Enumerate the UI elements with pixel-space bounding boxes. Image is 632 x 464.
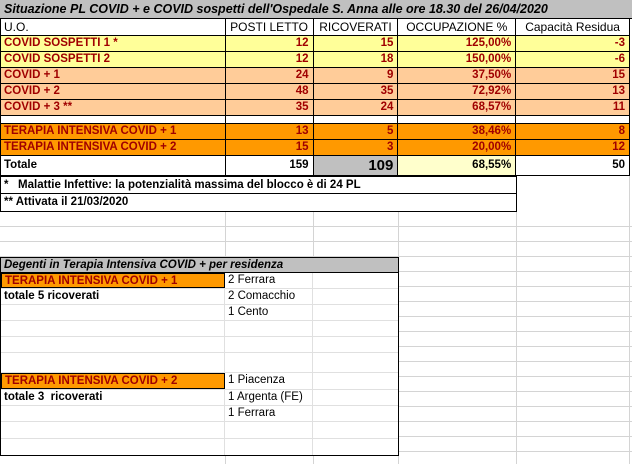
table-header-row: U.O. POSTI LETTO RICOVERATI OCCUPAZIONE …: [1, 19, 629, 36]
totale-5-ricoverati-label[interactable]: totale 5 ricoverati: [1, 289, 225, 304]
residence-row: 1 Ferrara: [1, 406, 398, 422]
residence-empty-row: [1, 439, 398, 455]
table-row-covid-2: COVID + 2 48 35 72,92% 13: [1, 84, 629, 100]
residence-section: Degenti in Terapia Intensiva COVID + per…: [0, 257, 399, 456]
empty-cell[interactable]: [313, 390, 398, 405]
residence-row: totale 3 ricoverati 1 Argenta (FE): [1, 390, 398, 406]
posti-letto-cell[interactable]: 13: [225, 124, 314, 140]
residence-row: 1 Cento: [1, 305, 398, 321]
residence-entry[interactable]: 1 Cento: [225, 305, 313, 320]
posti-letto-cell[interactable]: 35: [225, 100, 314, 116]
ricoverati-cell[interactable]: 24: [313, 100, 399, 116]
residence-empty-row: [1, 422, 398, 439]
residence-empty-row: [1, 321, 398, 337]
terapia-intensiva-2-label[interactable]: TERAPIA INTENSIVA COVID + 2: [1, 373, 225, 389]
capacita-cell[interactable]: -3: [516, 36, 629, 52]
occupazione-cell[interactable]: 125,00%: [398, 36, 517, 52]
residence-entry[interactable]: 2 Comacchio: [225, 289, 313, 304]
footnote-attivata[interactable]: ** Attivata il 21/03/2020: [4, 196, 129, 208]
posti-letto-cell[interactable]: 159: [225, 156, 314, 176]
capacita-cell[interactable]: 15: [516, 68, 629, 84]
footnote-malattie-infettive[interactable]: * Malattie Infettive: la potenzialità ma…: [1, 177, 516, 194]
occupazione-cell[interactable]: 72,92%: [398, 84, 517, 100]
capacita-cell[interactable]: 13: [516, 84, 629, 100]
capacita-cell[interactable]: -6: [516, 52, 629, 68]
table-row-covid-sospetti-2: COVID SOSPETTI 2 12 18 150,00% -6: [1, 52, 629, 68]
table-row-terapia-intensiva-2: TERAPIA INTENSIVA COVID + 2 15 3 20,00% …: [1, 140, 629, 156]
residence-entry[interactable]: 1 Piacenza: [225, 373, 313, 389]
occupazione-total-cell[interactable]: 68,55%: [398, 156, 517, 176]
uo-cell[interactable]: COVID SOSPETTI 1 *: [1, 36, 226, 52]
header-occupazione[interactable]: OCCUPAZIONE %: [398, 19, 517, 36]
capacita-cell[interactable]: 8: [516, 124, 629, 140]
occupazione-cell[interactable]: 68,57%: [398, 100, 517, 116]
posti-letto-cell[interactable]: 15: [225, 140, 314, 156]
empty-cell[interactable]: [313, 305, 398, 320]
empty-cell[interactable]: [313, 273, 398, 288]
uo-cell[interactable]: COVID + 3 **: [1, 100, 226, 116]
residence-empty-row: [1, 337, 398, 353]
table-row-terapia-intensiva-1: TERAPIA INTENSIVA COVID + 1 13 5 38,46% …: [1, 124, 629, 140]
posti-letto-cell[interactable]: 12: [225, 52, 314, 68]
table-row-covid-sospetti-1: COVID SOSPETTI 1 * 12 15 125,00% -3: [1, 36, 629, 52]
table-row-covid-3: COVID + 3 ** 35 24 68,57% 11: [1, 100, 629, 116]
uo-cell[interactable]: TERAPIA INTENSIVA COVID + 1: [1, 124, 226, 140]
capacita-total-cell[interactable]: 50: [516, 156, 629, 176]
header-uo[interactable]: U.O.: [1, 19, 226, 36]
occupazione-cell[interactable]: 20,00%: [398, 140, 517, 156]
posti-letto-cell[interactable]: 12: [225, 36, 314, 52]
sheet-title: Situazione PL COVID + e COVID sospetti d…: [0, 0, 632, 19]
residence-row: TERAPIA INTENSIVA COVID + 2 1 Piacenza: [1, 373, 398, 390]
posti-letto-cell[interactable]: 24: [225, 68, 314, 84]
residence-entry[interactable]: 2 Ferrara: [225, 273, 313, 288]
occupazione-cell[interactable]: 37,50%: [398, 68, 517, 84]
section-spacer-row: [1, 116, 629, 124]
uo-cell[interactable]: Totale: [1, 156, 226, 176]
occupazione-cell[interactable]: 38,46%: [398, 124, 517, 140]
uo-cell[interactable]: COVID SOSPETTI 2: [1, 52, 226, 68]
header-posti-letto[interactable]: POSTI LETTO: [225, 19, 314, 36]
posti-letto-cell[interactable]: 48: [225, 84, 314, 100]
terapia-intensiva-1-label[interactable]: TERAPIA INTENSIVA COVID + 1: [1, 273, 225, 288]
ricoverati-total-cell[interactable]: 109: [313, 156, 399, 176]
uo-cell[interactable]: COVID + 1: [1, 68, 226, 84]
totale-3-ricoverati-label[interactable]: totale 3 ricoverati: [1, 390, 225, 405]
uo-cell[interactable]: TERAPIA INTENSIVA COVID + 2: [1, 140, 226, 156]
residence-section-header[interactable]: Degenti in Terapia Intensiva COVID + per…: [1, 258, 398, 273]
occupancy-table: U.O. POSTI LETTO RICOVERATI OCCUPAZIONE …: [0, 19, 630, 176]
ricoverati-cell[interactable]: 35: [313, 84, 399, 100]
residence-empty-row: [1, 353, 398, 373]
ricoverati-cell[interactable]: 9: [313, 68, 399, 84]
empty-cell[interactable]: [313, 289, 398, 304]
footnotes-box: * Malattie Infettive: la potenzialità ma…: [0, 176, 517, 212]
ricoverati-cell[interactable]: 18: [313, 52, 399, 68]
residence-row: TERAPIA INTENSIVA COVID + 1 2 Ferrara: [1, 273, 398, 289]
ricoverati-cell[interactable]: 3: [313, 140, 399, 156]
residence-entry[interactable]: 1 Ferrara: [225, 406, 313, 421]
empty-cell[interactable]: [1, 406, 225, 421]
header-capacita-residua[interactable]: Capacità Residua: [516, 19, 629, 36]
residence-entry[interactable]: 1 Argenta (FE): [225, 390, 313, 405]
empty-cell[interactable]: [313, 373, 398, 389]
table-row-covid-1: COVID + 1 24 9 37,50% 15: [1, 68, 629, 84]
empty-cell[interactable]: [313, 406, 398, 421]
capacita-cell[interactable]: 12: [516, 140, 629, 156]
header-ricoverati[interactable]: RICOVERATI: [313, 19, 399, 36]
uo-cell[interactable]: COVID + 2: [1, 84, 226, 100]
residence-row: totale 5 ricoverati 2 Comacchio: [1, 289, 398, 305]
occupazione-cell[interactable]: 150,00%: [398, 52, 517, 68]
table-row-totale: Totale 159 109 68,55% 50: [1, 156, 629, 176]
empty-cell[interactable]: [1, 305, 225, 320]
ricoverati-cell[interactable]: 15: [313, 36, 399, 52]
capacita-cell[interactable]: 11: [516, 100, 629, 116]
ricoverati-cell[interactable]: 5: [313, 124, 399, 140]
